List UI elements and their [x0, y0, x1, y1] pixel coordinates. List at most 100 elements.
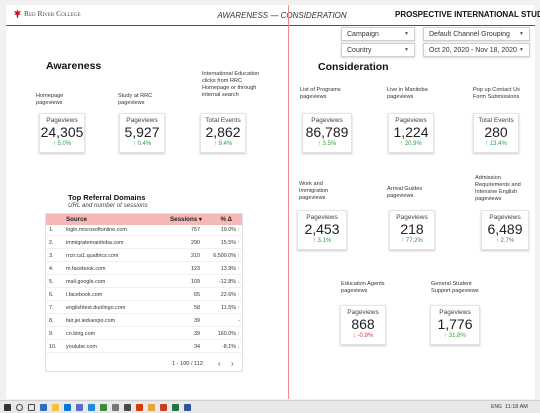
report-audience-title: PROSPECTIVE INTERNATIONAL STUDENTS: [395, 10, 540, 19]
kpi-metric: Total Events: [205, 117, 241, 124]
acrobat-icon[interactable]: [160, 404, 167, 411]
row-pct-change: -12.8% ↓: [204, 277, 240, 288]
app-icon[interactable]: [112, 404, 119, 411]
up-arrow-icon: ↑: [237, 331, 241, 337]
row-index: 1.: [49, 227, 54, 233]
search-icon[interactable]: [16, 404, 23, 411]
teams-icon[interactable]: [76, 404, 83, 411]
excel-icon[interactable]: [172, 404, 179, 411]
table-row[interactable]: 7. englishtest.duolingo.com 58 11.5% ↑: [46, 303, 242, 314]
kpi-label: Homepage pageviews: [36, 93, 64, 106]
table-row[interactable]: 8. fair.jei.ieduexpo.com 39 -: [46, 316, 242, 327]
kpi-metric: Pageviews: [46, 117, 78, 124]
channel-grouping-filter[interactable]: Default Channel Grouping ▼: [423, 27, 530, 41]
kpi-metric: Pageviews: [489, 214, 521, 221]
up-arrow-icon: ↑: [237, 305, 241, 311]
row-source: youtube.com: [66, 344, 97, 350]
kpi-card-admission-requirements: Pageviews 6,489 ↑ 2.7%: [481, 210, 529, 250]
row-index: 8.: [49, 318, 54, 324]
file-explorer-icon[interactable]: [52, 404, 59, 411]
row-index: 4.: [49, 266, 54, 272]
row-pct-change: 22.6% ↑: [204, 290, 240, 301]
clock[interactable]: 11:18 AM: [505, 404, 528, 410]
row-source: fair.jei.ieduexpo.com: [66, 318, 116, 324]
date-range-picker[interactable]: Oct 20, 2020 - Nov 18, 2020 ▼: [423, 43, 530, 57]
kpi-value: 6,489: [487, 221, 523, 237]
table-row[interactable]: 5. mail.google.com 109 -12.8% ↓: [46, 277, 242, 288]
kpi-metric: Total Events: [478, 117, 514, 124]
kpi-delta-value: 77.2%: [405, 238, 423, 244]
windows-taskbar: ENG 11:18 AM: [0, 400, 540, 413]
kpi-metric: Pageviews: [311, 117, 343, 124]
campaign-filter[interactable]: Campaign ▼: [341, 27, 415, 41]
awareness-title: Awareness: [46, 60, 102, 72]
table-row[interactable]: 1. login.microsoftonline.com 757 19.0% ↑: [46, 225, 242, 236]
table-row[interactable]: 9. cn.bing.com 39 160.0% ↑: [46, 329, 242, 340]
table-row[interactable]: 6. l.facebook.com 65 22.6% ↑: [46, 290, 242, 301]
kpi-label: Live in Manitoba pageviews: [387, 87, 428, 100]
row-pct-change: 13.9% ↑: [204, 264, 240, 275]
column-header-pct-change[interactable]: % Δ: [220, 216, 232, 223]
prev-page-icon[interactable]: ‹: [218, 359, 221, 368]
caret-down-icon: ▼: [404, 31, 409, 37]
kpi-delta: ↑ 5.0%: [52, 141, 72, 147]
row-pct-change: 19.0% ↑: [204, 225, 240, 236]
kpi-value: 1,776: [437, 316, 473, 332]
country-filter-label: Country: [347, 46, 372, 54]
kpi-card-study-at-rrc: Pageviews 5,927 ↑ 0.4%: [119, 113, 165, 153]
table-pagination: 1 - 100 / 112 ‹ ›: [46, 359, 242, 371]
language-indicator[interactable]: ENG: [491, 404, 502, 410]
row-source: rrcir.ca1.qualtrics.com: [66, 253, 119, 259]
kpi-delta-value: 31.8%: [448, 333, 466, 339]
kpi-value: 5,927: [124, 124, 160, 140]
report-canvas: Red River College AWARENESS — CONSIDERAT…: [6, 5, 540, 399]
kpi-delta-value: -0.9%: [357, 333, 374, 339]
row-pct-value: 13.9%: [220, 266, 236, 272]
up-arrow-icon: ↑: [237, 292, 241, 298]
row-pct-change: 11.5% ↑: [204, 303, 240, 314]
table-row[interactable]: 4. m.facebook.com 123 13.9% ↑: [46, 264, 242, 275]
country-filter[interactable]: Country ▼: [341, 43, 415, 57]
row-pct-value: 160.0%: [217, 331, 236, 337]
next-page-icon[interactable]: ›: [231, 359, 234, 368]
kpi-value: 24,305: [40, 124, 84, 140]
kpi-card-education-agents: Pageviews 868 ↓ -0.9%: [340, 305, 386, 345]
column-header-source[interactable]: Source: [66, 216, 87, 223]
row-sessions: 34: [194, 344, 200, 350]
kpi-card-student-support: Pageviews 1,776 ↑ 31.8%: [430, 305, 480, 345]
table-row[interactable]: 10. youtube.com 34 -8.1% ↓: [46, 342, 242, 353]
outlook-icon[interactable]: [88, 404, 95, 411]
date-range-label: Oct 20, 2020 - Nov 18, 2020: [429, 46, 517, 54]
app-icon[interactable]: [100, 404, 107, 411]
windows-start-icon[interactable]: [4, 404, 11, 411]
referral-table: Source Sessions ▾ % Δ 1. login.microsofto…: [45, 213, 243, 372]
caret-down-icon: ▼: [404, 47, 409, 53]
maple-leaf-icon: [13, 9, 22, 18]
up-arrow-icon: ↑: [237, 266, 241, 272]
row-pct-value: -8.1%: [221, 344, 236, 350]
referral-table-title: Top Referral Domains: [68, 193, 146, 202]
word-icon[interactable]: [184, 404, 191, 411]
row-index: 9.: [49, 331, 54, 337]
kpi-delta: ↑ 77.2%: [401, 238, 423, 244]
up-arrow-icon: ↑: [237, 240, 241, 246]
table-row[interactable]: 2. immigratemanitoba.com 290 15.5% ↑: [46, 238, 242, 249]
app-icon[interactable]: [124, 404, 131, 411]
chrome-icon[interactable]: [148, 404, 155, 411]
task-view-icon[interactable]: [28, 404, 35, 411]
row-sessions: 123: [191, 266, 200, 272]
kpi-label: Admission Requirements and Intensive Eng…: [475, 175, 521, 202]
edge-icon[interactable]: [40, 404, 47, 411]
column-header-sessions[interactable]: Sessions ▾: [170, 216, 202, 223]
row-sessions: 757: [191, 227, 200, 233]
kpi-label: General Student Support pageviews: [431, 281, 479, 294]
kpi-delta-value: 13.4%: [489, 141, 507, 147]
row-pct-change: -: [204, 316, 240, 327]
mail-icon[interactable]: [64, 404, 71, 411]
powerpoint-icon[interactable]: [136, 404, 143, 411]
table-row[interactable]: 3. rrcir.ca1.qualtrics.com 210 6,500.0% ↑: [46, 251, 242, 262]
caret-down-icon: ▼: [519, 47, 524, 53]
row-pct-value: 15.5%: [220, 240, 236, 246]
row-index: 3.: [49, 253, 54, 259]
